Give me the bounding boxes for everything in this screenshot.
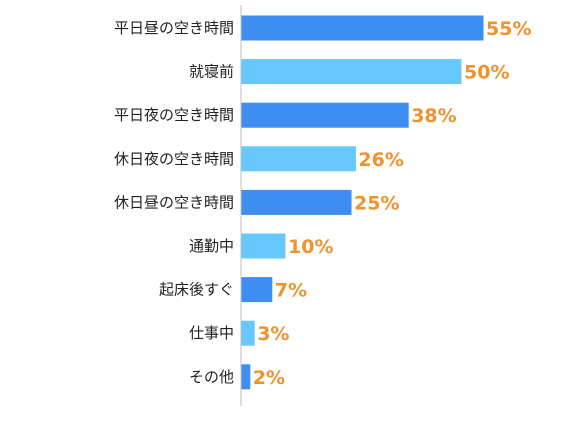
- value-label-6: 10%: [288, 236, 333, 258]
- category-label-3: 平日夜の空き時間: [114, 106, 234, 124]
- bar-1: [241, 15, 484, 41]
- category-label-7: 起床後すぐ: [159, 281, 234, 299]
- bar-8: [241, 320, 255, 346]
- category-label-2: 就寝前: [189, 63, 234, 81]
- value-label-2: 50%: [464, 62, 509, 84]
- bar-7: [241, 277, 273, 303]
- bar-4: [241, 146, 356, 172]
- category-label-1: 平日昼の空き時間: [114, 19, 234, 37]
- category-label-4: 休日夜の空き時間: [114, 150, 234, 168]
- value-label-7: 7%: [275, 280, 307, 302]
- bar-6: [241, 233, 286, 259]
- bar-5: [241, 189, 352, 215]
- bars: [241, 15, 484, 390]
- value-label-8: 3%: [257, 323, 289, 345]
- category-labels: 平日昼の空き時間就寝前平日夜の空き時間休日夜の空き時間休日昼の空き時間通勤中起床…: [114, 19, 234, 386]
- value-label-1: 55%: [486, 18, 531, 40]
- category-label-8: 仕事中: [189, 324, 234, 342]
- value-label-5: 25%: [354, 192, 399, 214]
- value-label-4: 26%: [358, 149, 403, 171]
- value-labels: 55% 50% 38% 26% 25% 10% 7% 3% 2%: [253, 18, 532, 389]
- bar-2: [241, 59, 462, 85]
- value-label-3: 38%: [411, 105, 456, 127]
- value-label-9: 2%: [253, 367, 285, 389]
- category-label-5: 休日昼の空き時間: [114, 193, 234, 211]
- bar-3: [241, 102, 409, 128]
- bar-9: [241, 364, 251, 390]
- category-label-9: その他: [189, 368, 234, 386]
- category-label-6: 通勤中: [189, 237, 234, 255]
